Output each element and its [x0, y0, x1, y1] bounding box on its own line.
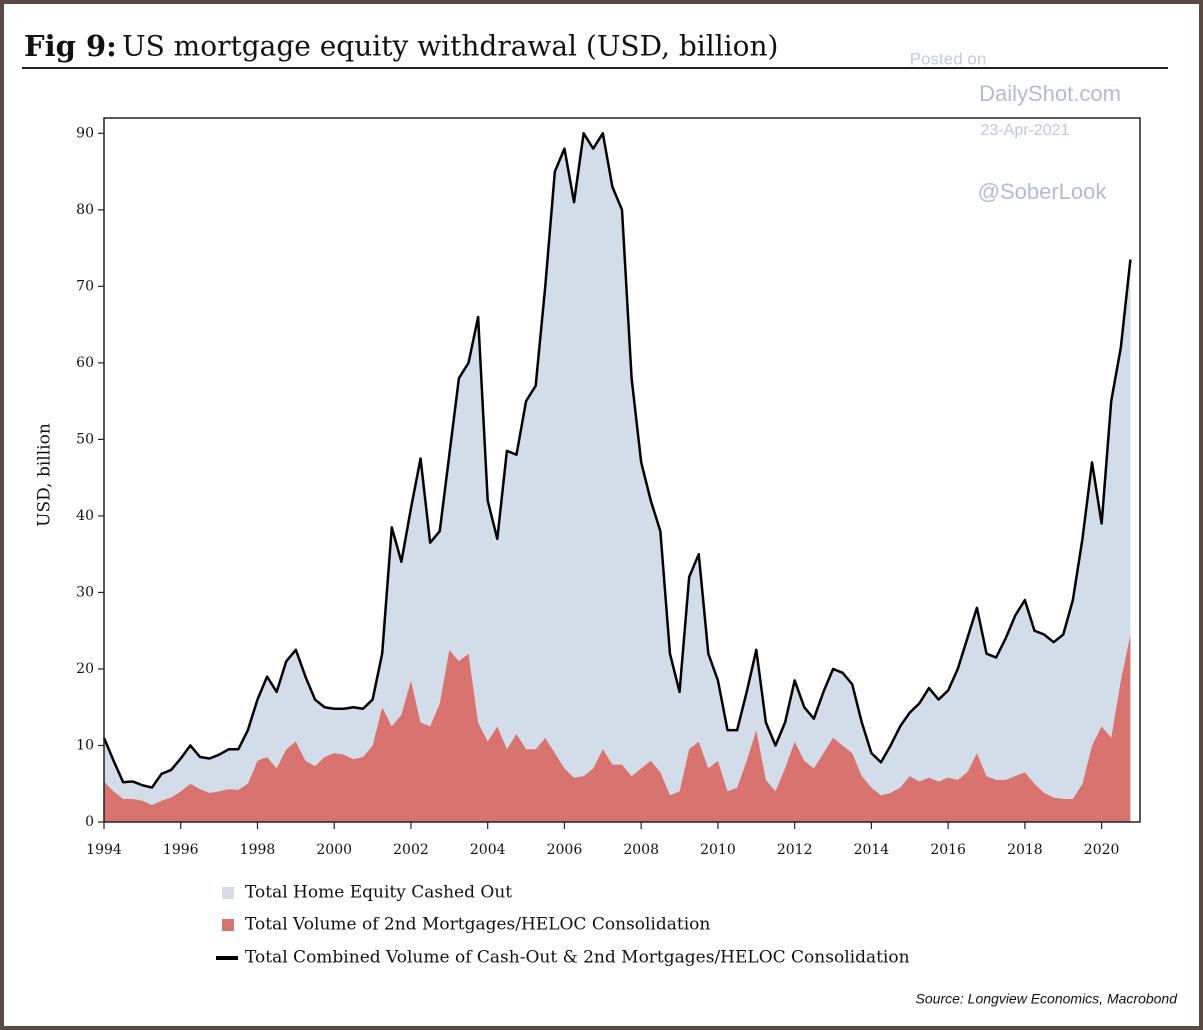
- legend-swatch: [222, 887, 234, 899]
- x-tick-label: 2010: [700, 842, 736, 858]
- y-tick-label: 0: [85, 814, 94, 830]
- legend-label: Total Combined Volume of Cash-Out & 2nd …: [245, 948, 910, 968]
- area-heloc: [104, 634, 1131, 822]
- legend-swatch: [222, 919, 234, 931]
- y-tick-label: 50: [76, 431, 94, 447]
- y-tick-label: 20: [76, 661, 94, 677]
- plot-frame: [103, 117, 1141, 823]
- legend-label: Total Home Equity Cashed Out: [245, 883, 512, 903]
- x-tick-label: 2018: [1007, 842, 1043, 858]
- y-tick-label: 10: [76, 737, 94, 753]
- x-tick-label: 2002: [393, 842, 429, 858]
- x-tick-label: 2006: [547, 842, 583, 858]
- source: Source: Longview Economics, Macrobond: [916, 991, 1179, 1007]
- y-tick-label: 70: [76, 278, 94, 294]
- y-tick-label: 80: [76, 202, 94, 218]
- x-tick-label: 2012: [777, 842, 813, 858]
- watermark: 23-Apr-2021: [981, 122, 1070, 139]
- x-tick-label: 1994: [86, 842, 122, 858]
- y-tick-label: 90: [76, 125, 94, 141]
- x-tick-label: 2014: [854, 842, 890, 858]
- x-tick-label: 2008: [623, 842, 659, 858]
- watermark: Posted on: [910, 49, 987, 68]
- legend-label: Total Volume of 2nd Mortgages/HELOC Cons…: [245, 915, 710, 935]
- x-tick-label: 1998: [240, 842, 276, 858]
- y-tick-label: 60: [76, 355, 94, 371]
- x-tick-label: 2000: [316, 842, 352, 858]
- y-axis-label: USD, billion: [35, 423, 55, 527]
- y-tick-label: 30: [76, 584, 94, 600]
- watermark: @SoberLook: [978, 179, 1108, 204]
- watermark: DailyShot.com: [979, 81, 1121, 106]
- x-tick-label: 2004: [470, 842, 506, 858]
- title-label: Fig 9:: [24, 29, 117, 63]
- x-tick-label: 1996: [163, 842, 199, 858]
- line-total: [102, 132, 1132, 789]
- y-tick-label: 40: [76, 508, 94, 524]
- area-cashout: [104, 133, 1131, 806]
- chart-title: US mortgage equity withdrawal (USD, bill…: [122, 30, 778, 63]
- x-tick-label: 2020: [1084, 842, 1120, 858]
- x-tick-label: 2016: [930, 842, 966, 858]
